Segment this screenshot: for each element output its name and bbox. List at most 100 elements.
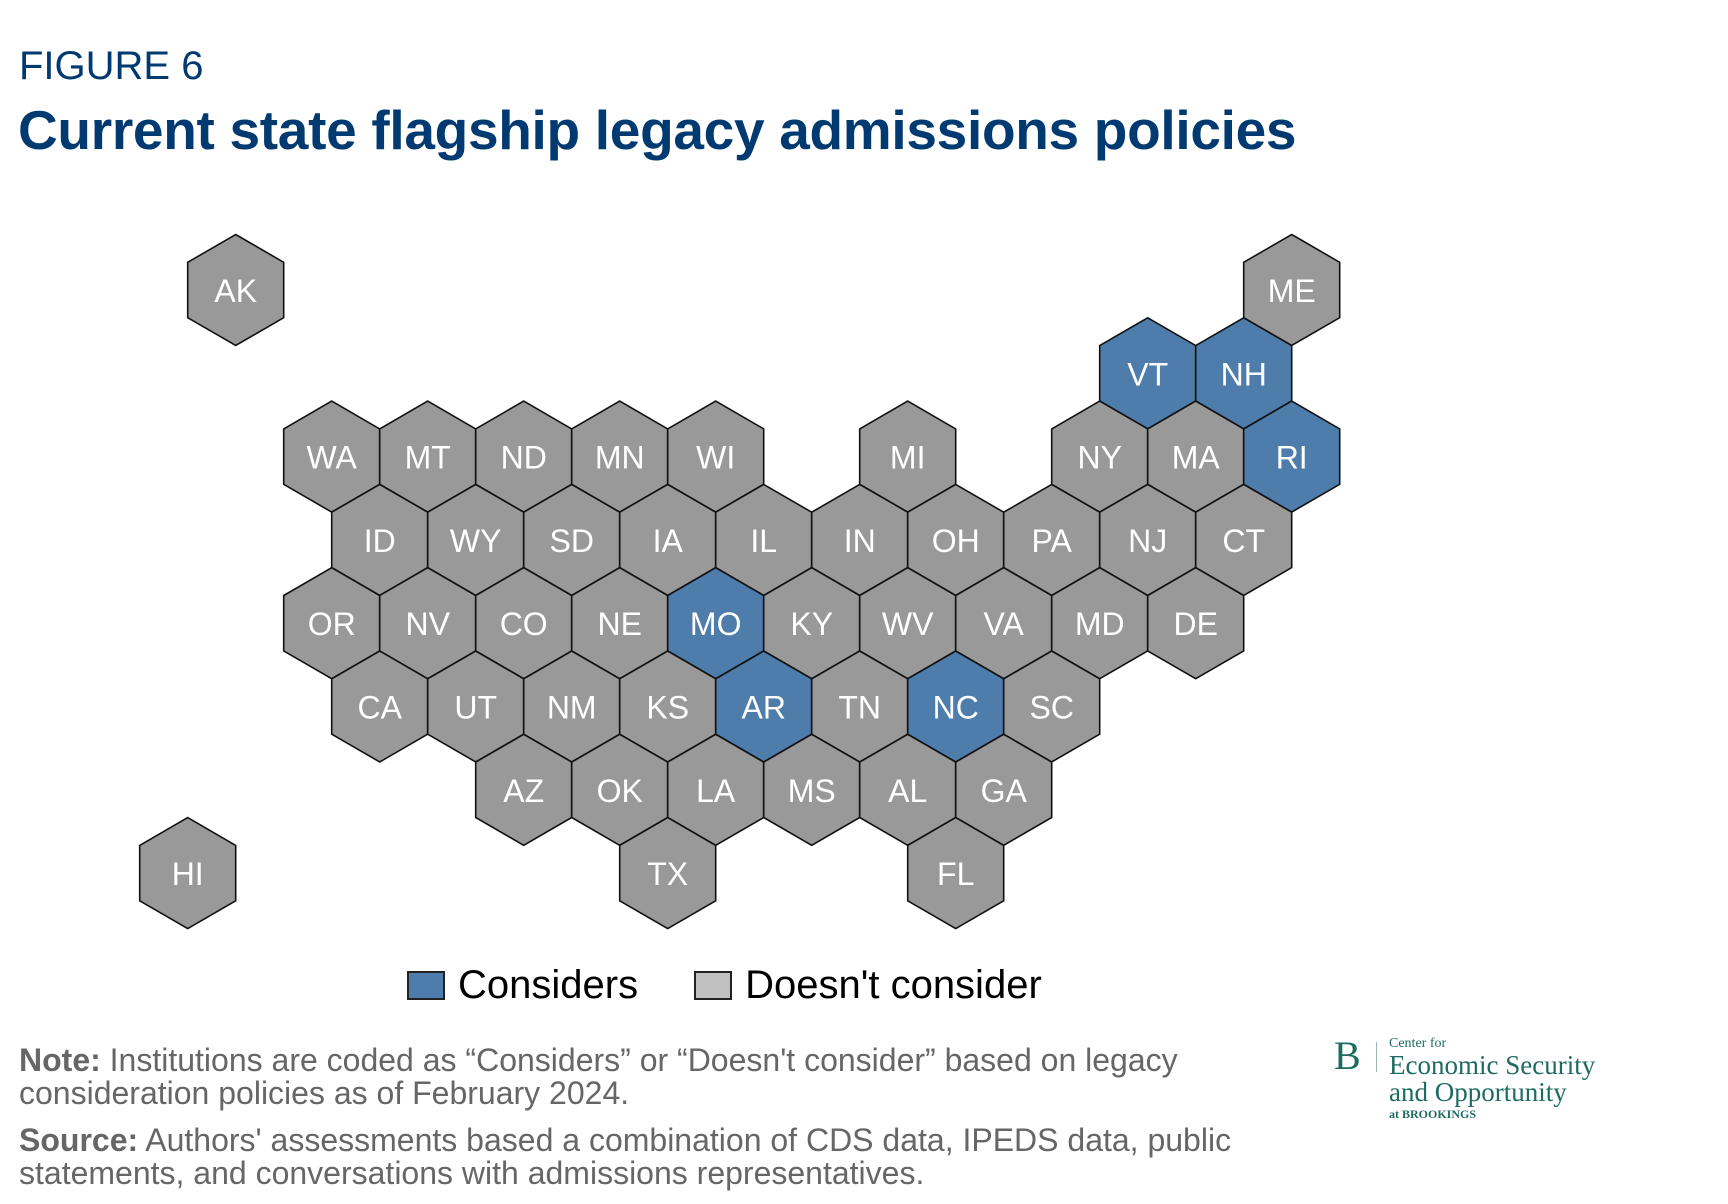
state-label: VT — [1127, 356, 1168, 392]
state-label: ND — [501, 440, 547, 476]
legend-label-doesnt-consider: Doesn't consider — [745, 963, 1042, 1007]
state-tile-nm: NM — [522, 650, 621, 763]
legend-item-considers: Considers — [407, 965, 638, 1005]
note-text: Institutions are coded as “Considers” or… — [19, 1042, 1178, 1111]
state-label: WI — [696, 440, 735, 476]
state-tile-ak: AK — [186, 233, 285, 347]
state-label: LA — [696, 773, 736, 809]
state-label: MO — [690, 606, 742, 642]
state-label: KY — [790, 606, 833, 642]
state-tile-ca: CA — [330, 650, 429, 763]
state-label: OK — [597, 773, 643, 809]
state-tile-sc: SC — [1002, 650, 1101, 763]
state-label: AZ — [503, 773, 544, 809]
state-tile-id: ID — [330, 483, 429, 597]
chart-title: Current state flagship legacy admissions… — [18, 99, 1297, 161]
state-label: ID — [364, 523, 396, 559]
hex-shape — [906, 816, 1005, 930]
state-label: AR — [741, 690, 785, 726]
state-label: WV — [882, 606, 934, 642]
state-tile-ga: GA — [954, 733, 1053, 847]
state-label: MS — [788, 773, 836, 809]
state-tile-az: AZ — [474, 733, 573, 847]
state-label: FL — [937, 856, 974, 892]
state-tile-fl: FL — [906, 816, 1005, 930]
state-tile-ct: CT — [1194, 483, 1293, 597]
state-label: CT — [1222, 523, 1265, 559]
state-label: MA — [1172, 440, 1221, 476]
hex-shape — [1146, 566, 1245, 680]
state-tile-me: ME — [1242, 233, 1341, 347]
state-tile-ny: NY — [1050, 400, 1149, 514]
source-label: Source: — [19, 1122, 139, 1158]
state-label: PA — [1032, 523, 1073, 559]
logo-line-1: Center for — [1389, 1036, 1447, 1051]
state-label: NH — [1221, 356, 1267, 392]
state-tile-va: VA — [954, 566, 1053, 680]
state-tile-nj: NJ — [1098, 483, 1197, 597]
state-label: NV — [405, 606, 450, 642]
state-tile-nh: NH — [1194, 316, 1293, 430]
legend-swatch-doesnt-consider-icon — [694, 970, 733, 1000]
figure-label: FIGURE 6 — [19, 44, 204, 88]
note: Note: Institutions are coded as “Conside… — [19, 1044, 1309, 1110]
state-label: MN — [595, 440, 645, 476]
state-label: NE — [597, 606, 641, 642]
state-tile-tx: TX — [618, 816, 717, 930]
brookings-b-icon: B — [1334, 1033, 1361, 1078]
state-tile-co: CO — [474, 566, 573, 680]
state-tile-il: IL — [714, 483, 813, 597]
source-text: Authors' assessments based a combination… — [19, 1122, 1232, 1191]
state-tile-md: MD — [1050, 566, 1149, 680]
state-label: OR — [308, 606, 356, 642]
state-label: WY — [450, 523, 502, 559]
state-label: ME — [1268, 273, 1316, 309]
state-label: IN — [844, 523, 876, 559]
state-tile-ok: OK — [570, 733, 669, 847]
state-label: NJ — [1128, 523, 1167, 559]
state-label: SD — [549, 523, 593, 559]
logo-line-3: and Opportunity — [1389, 1077, 1567, 1107]
legend-swatch-considers-icon — [407, 970, 445, 1000]
state-label: TX — [647, 856, 688, 892]
state-label: IA — [653, 523, 684, 559]
state-label: DE — [1173, 606, 1217, 642]
state-tile-wa: WA — [282, 400, 381, 514]
legend-label-considers: Considers — [458, 963, 639, 1007]
state-label: NM — [547, 690, 597, 726]
state-label: MI — [890, 440, 926, 476]
state-label: AL — [888, 773, 927, 809]
state-label: OH — [932, 523, 980, 559]
state-label: UT — [454, 690, 497, 726]
source: Source: Authors' assessments based a com… — [19, 1124, 1309, 1190]
state-tile-ms: MS — [762, 733, 861, 847]
logo-line-2: Economic Security — [1389, 1050, 1596, 1080]
state-label: CA — [357, 690, 402, 726]
state-label: MT — [405, 440, 451, 476]
state-tile-ma: MA — [1146, 400, 1245, 514]
hex-tile-map: AK ME VT NH WA MT ND MN WI MI NY MA RI ID WY SD IA IL IN OH… — [138, 233, 1341, 930]
hex-shape — [618, 816, 717, 930]
logo-divider — [1376, 1042, 1377, 1072]
state-label: HI — [172, 856, 204, 892]
state-label: MD — [1075, 606, 1125, 642]
state-tile-sd: SD — [522, 483, 621, 597]
state-tile-la: LA — [666, 733, 765, 847]
state-tile-ky: KY — [762, 566, 861, 680]
state-tile-mo: MO — [666, 566, 765, 680]
state-tile-de: DE — [1146, 566, 1245, 680]
state-label: AK — [214, 273, 257, 309]
logo-text: Center for Economic Security and Opportu… — [1389, 1036, 1595, 1122]
state-label: VA — [984, 606, 1025, 642]
state-tile-or: OR — [282, 566, 381, 680]
state-tile-in: IN — [810, 483, 909, 597]
state-label: NY — [1077, 440, 1121, 476]
legend-item-doesnt-consider: Doesn't consider — [694, 965, 1042, 1005]
logo-line-4: at BROOKINGS — [1389, 1107, 1477, 1121]
state-label: GA — [981, 773, 1028, 809]
state-label: CO — [500, 606, 548, 642]
state-label: SC — [1029, 690, 1073, 726]
notes: Note: Institutions are coded as “Conside… — [19, 1044, 1309, 1204]
state-label: IL — [750, 523, 777, 559]
state-label: WA — [307, 440, 358, 476]
